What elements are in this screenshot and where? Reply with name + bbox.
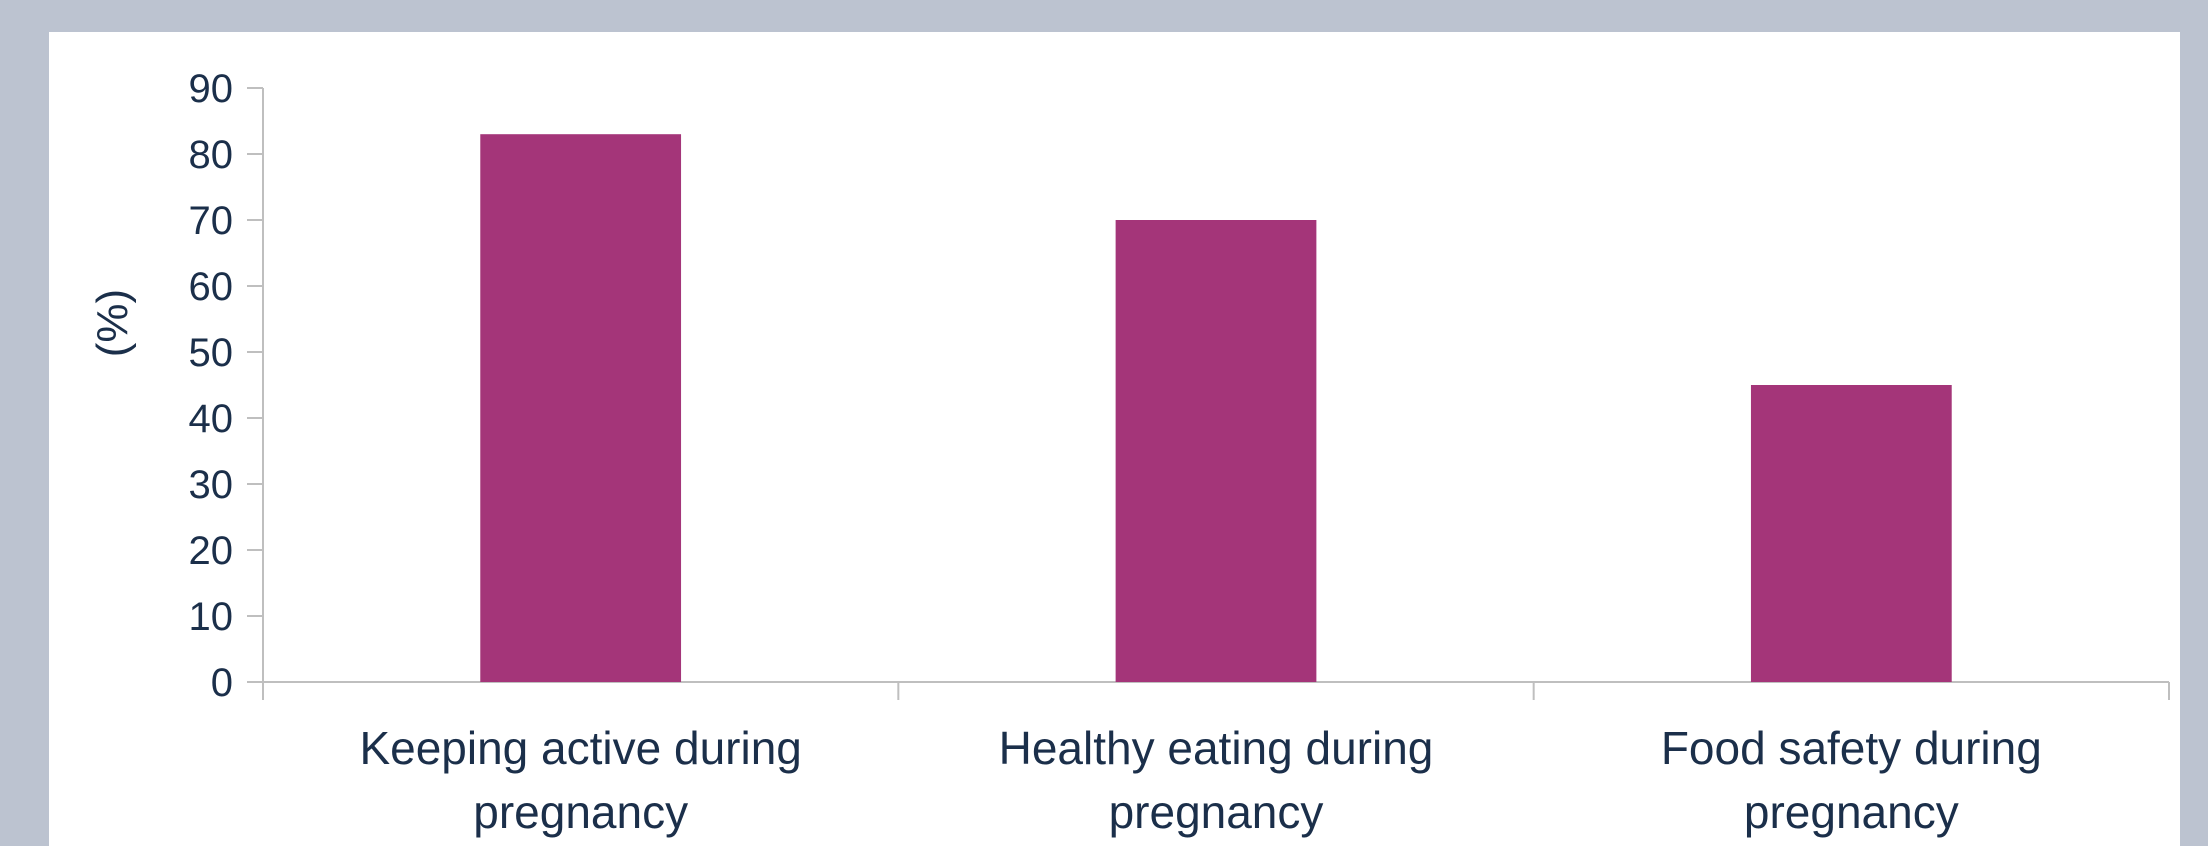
y-tick-label: 30 xyxy=(189,463,234,507)
y-tick-label: 80 xyxy=(189,133,234,177)
y-tick-label: 10 xyxy=(189,595,234,639)
y-tick-label: 0 xyxy=(211,661,233,705)
bar xyxy=(1750,385,1952,682)
chart-panel: 0 10 20 30 40 50 60 70 80 90 Keeping active durin… xyxy=(49,32,2180,846)
x-axis xyxy=(262,681,2170,700)
category-label: Healthy eating during pregnancy xyxy=(999,722,1434,838)
y-tick-label: 50 xyxy=(189,331,234,375)
category-labels: Keeping active during pregnancy Healthy ea… xyxy=(359,722,2041,838)
y-tick-label: 40 xyxy=(189,397,234,441)
category-label: Food safety during pregnancy xyxy=(1661,722,2042,838)
bar-chart: 0 10 20 30 40 50 60 70 80 90 Keeping active durin… xyxy=(88,67,2170,838)
bars xyxy=(480,134,1952,682)
y-axis: 0 10 20 30 40 50 60 70 80 90 xyxy=(189,67,264,705)
bar xyxy=(480,134,682,682)
y-tick-label: 90 xyxy=(189,67,234,111)
category-label: Keeping active during pregnancy xyxy=(359,722,801,838)
bar xyxy=(1115,220,1317,682)
y-tick-label: 20 xyxy=(189,529,234,573)
y-tick-label: 60 xyxy=(189,265,234,309)
y-axis-title: (%) xyxy=(88,289,137,357)
y-tick-label: 70 xyxy=(189,199,234,243)
